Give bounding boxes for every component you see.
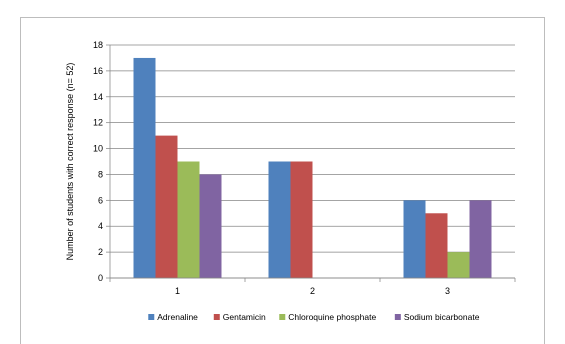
y-tick-label: 2 (98, 247, 103, 257)
bar-gentamicin-3 (425, 213, 448, 278)
bars (133, 57, 492, 278)
y-tick-label: 6 (98, 195, 103, 205)
bar-sodium-bicarbonate-1 (199, 174, 222, 278)
legend-label: Gentamicin (223, 312, 266, 322)
bar-adrenaline-3 (403, 200, 426, 278)
legend-label: Sodium bicarbonate (404, 312, 480, 322)
y-axis-ticks: 0 2 4 6 8 10 12 14 16 18 (93, 40, 111, 283)
bar-chloroquine-phosphate-1 (177, 161, 200, 278)
y-tick-label: 10 (93, 144, 103, 154)
x-tick-label: 1 (175, 286, 180, 296)
x-tick-label: 2 (310, 286, 315, 296)
legend-label: Chloroquine phosphate (288, 312, 376, 322)
y-tick-label: 0 (98, 273, 103, 283)
legend-swatch (279, 314, 286, 320)
x-axis-ticks: 1 2 3 (109, 277, 516, 296)
bar-gentamicin-1 (155, 135, 178, 278)
legend-swatch (148, 314, 155, 320)
y-axis-label: Number of students with correct response… (65, 63, 75, 261)
y-tick-label: 12 (93, 118, 103, 128)
bar-gentamicin-2 (290, 161, 313, 278)
bar-sodium-bicarbonate-3 (469, 200, 492, 278)
legend-label: Adrenaline (157, 312, 198, 322)
bar-adrenaline-2 (268, 161, 291, 278)
y-tick-label: 14 (93, 92, 103, 102)
x-tick-label: 3 (445, 286, 450, 296)
y-tick-label: 8 (98, 169, 103, 179)
legend: Adrenaline Gentamicin Chloroquine phosphat… (148, 312, 480, 322)
y-tick-label: 4 (98, 221, 103, 231)
legend-swatch (394, 314, 401, 320)
bar-adrenaline-1 (133, 57, 156, 278)
y-tick-label: 16 (93, 66, 103, 76)
y-tick-label: 18 (93, 40, 103, 50)
legend-swatch (213, 314, 220, 320)
bar-chloroquine-phosphate-3 (447, 252, 470, 278)
